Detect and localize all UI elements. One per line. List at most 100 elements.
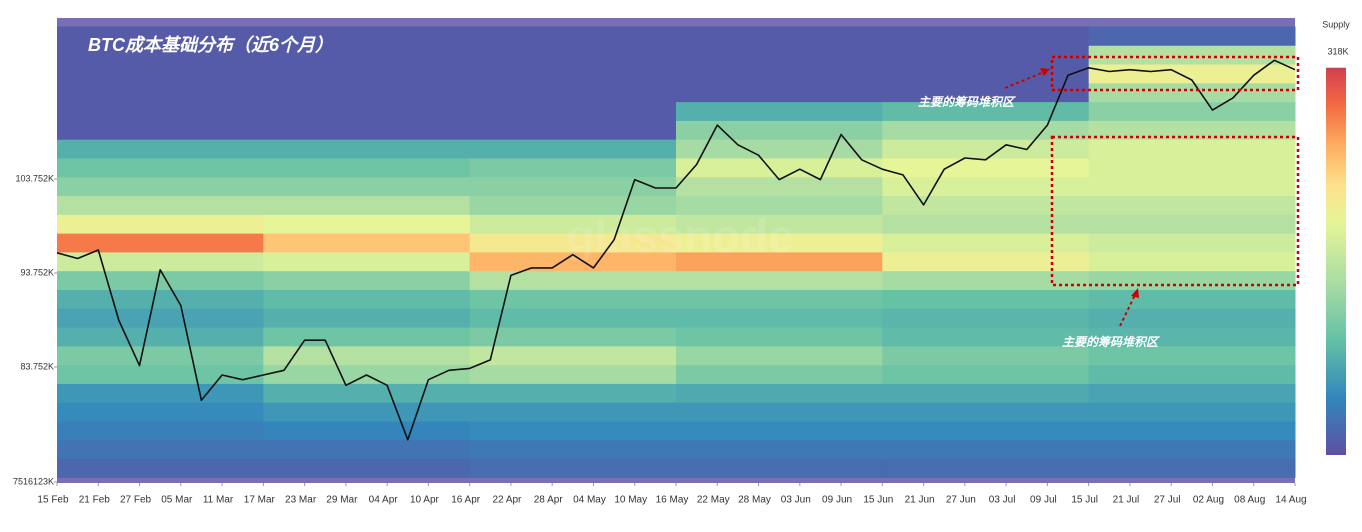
heatmap-cell: [469, 157, 677, 178]
heatmap-cell: [676, 195, 883, 215]
heatmap-cell: [57, 82, 264, 103]
heatmap-cell: [57, 327, 264, 347]
heatmap-cell: [1088, 139, 1296, 159]
heatmap-cell: [469, 383, 677, 403]
x-tick-label: 09 Jul: [1030, 495, 1057, 506]
heatmap-cell: [263, 82, 471, 103]
arrow-head: [1040, 68, 1050, 76]
heatmap-cell: [57, 270, 264, 290]
heatmap-cell: [469, 289, 677, 309]
heatmap-cell: [676, 270, 883, 290]
heatmap-cell: [263, 327, 471, 347]
colorbar-label: Supply: [1322, 19, 1350, 29]
heatmap-cell: [263, 251, 471, 272]
heatmap-cell: [1088, 458, 1296, 478]
x-tick-label: 16 Apr: [451, 495, 481, 506]
heatmap-cell: [263, 233, 471, 253]
y-tick-label: 103.752K: [15, 173, 54, 183]
heatmap-cell: [1088, 345, 1296, 366]
heatmap-cell: [263, 176, 471, 197]
x-tick-label: 08 Aug: [1234, 495, 1265, 506]
heatmap-cell: [469, 364, 677, 384]
heatmap-cell: [882, 270, 1090, 290]
x-tick-label: 15 Feb: [37, 495, 69, 506]
x-tick-label: 05 Mar: [161, 495, 193, 506]
x-tick-label: 10 May: [614, 495, 647, 506]
heatmap-cell: [882, 383, 1090, 403]
heatmap-cell: [882, 64, 1090, 84]
heatmap-cell: [676, 101, 883, 121]
heatmap-cell: [469, 345, 677, 366]
heatmap-cell: [1088, 439, 1296, 460]
heatmap-cell: [57, 439, 264, 460]
annotation: 主要的筹码堆积区: [1062, 335, 1160, 349]
heatmap-cell: [676, 176, 883, 197]
heatmap-cell: [469, 176, 677, 197]
heatmap-cell: [57, 26, 264, 46]
heatmap-cell: [469, 214, 677, 234]
heatmap-cell: [469, 82, 677, 103]
heatmap-cell: [469, 458, 677, 478]
heatmap-cell: [676, 120, 883, 140]
heatmap-cell: [882, 214, 1090, 234]
heatmap-cell: [469, 251, 677, 272]
heatmap-cell: [1088, 251, 1296, 272]
heatmap-cell: [263, 139, 471, 159]
heatmap-cell: [1088, 327, 1296, 347]
heatmap-cell: [1088, 383, 1296, 403]
x-tick-label: 29 Mar: [326, 495, 358, 506]
heatmap-cell: [882, 458, 1090, 478]
heatmap-cell: [469, 439, 677, 460]
x-tick-label: 14 Aug: [1275, 495, 1306, 506]
heatmap-cell: [882, 439, 1090, 460]
heatmap-cell: [57, 383, 264, 403]
heatmap-cell: [57, 64, 264, 84]
heatmap-cell: [1088, 176, 1296, 197]
heatmap-cell: [263, 402, 471, 422]
heatmap-cell: [676, 439, 883, 460]
heatmap-cell: [1088, 64, 1296, 84]
heatmap-cell: [676, 383, 883, 403]
x-tick-label: 02 Aug: [1193, 495, 1224, 506]
heatmap-cell: [676, 327, 883, 347]
heatmap-cell: [57, 251, 264, 272]
heatmap-cell: [676, 402, 883, 422]
heatmap-cell: [263, 383, 471, 403]
heatmap-cell: [882, 139, 1090, 159]
heatmap-cell: [676, 139, 883, 159]
heatmap-cell: [676, 82, 883, 103]
highlight-box: [1050, 55, 1300, 92]
heatmap-cell: [1088, 101, 1296, 121]
heatmap-cell: [57, 157, 264, 178]
heatmap-cell: [676, 64, 883, 84]
heatmap-cell: [676, 26, 883, 46]
heatmap-cell: [57, 101, 264, 121]
heatmap-cell: [57, 364, 264, 384]
heatmap-cell: [882, 327, 1090, 347]
heatmap-cell: [1088, 402, 1296, 422]
price-line: [56, 59, 1296, 441]
heatmap-cell: [1088, 157, 1296, 178]
heatmap-cell: [1088, 233, 1296, 253]
heatmap-cell: [882, 233, 1090, 253]
x-tick-label: 22 Apr: [492, 495, 522, 506]
heatmap-cell: [469, 45, 677, 65]
heatmap-cell: [57, 308, 264, 328]
heatmap-cell: [469, 327, 677, 347]
heatmap-cell: [676, 308, 883, 328]
x-tick-label: 27 Jul: [1154, 495, 1181, 506]
heatmap-cell: [469, 308, 677, 328]
heatmap-cell: [263, 345, 471, 366]
heatmap-cell: [263, 157, 471, 178]
x-tick-label: 04 May: [573, 495, 606, 506]
heatmap-cell: [263, 289, 471, 309]
heatmap-cell: [676, 214, 883, 234]
heatmap-cell: [469, 402, 677, 422]
annotation: 主要的筹码堆积区: [918, 95, 1016, 109]
heatmap-cell: [882, 82, 1090, 103]
heatmap-cell: [676, 251, 883, 272]
arrow-head: [1131, 288, 1139, 298]
heatmap-cell: [882, 345, 1090, 366]
heatmap-cell: [57, 458, 264, 478]
